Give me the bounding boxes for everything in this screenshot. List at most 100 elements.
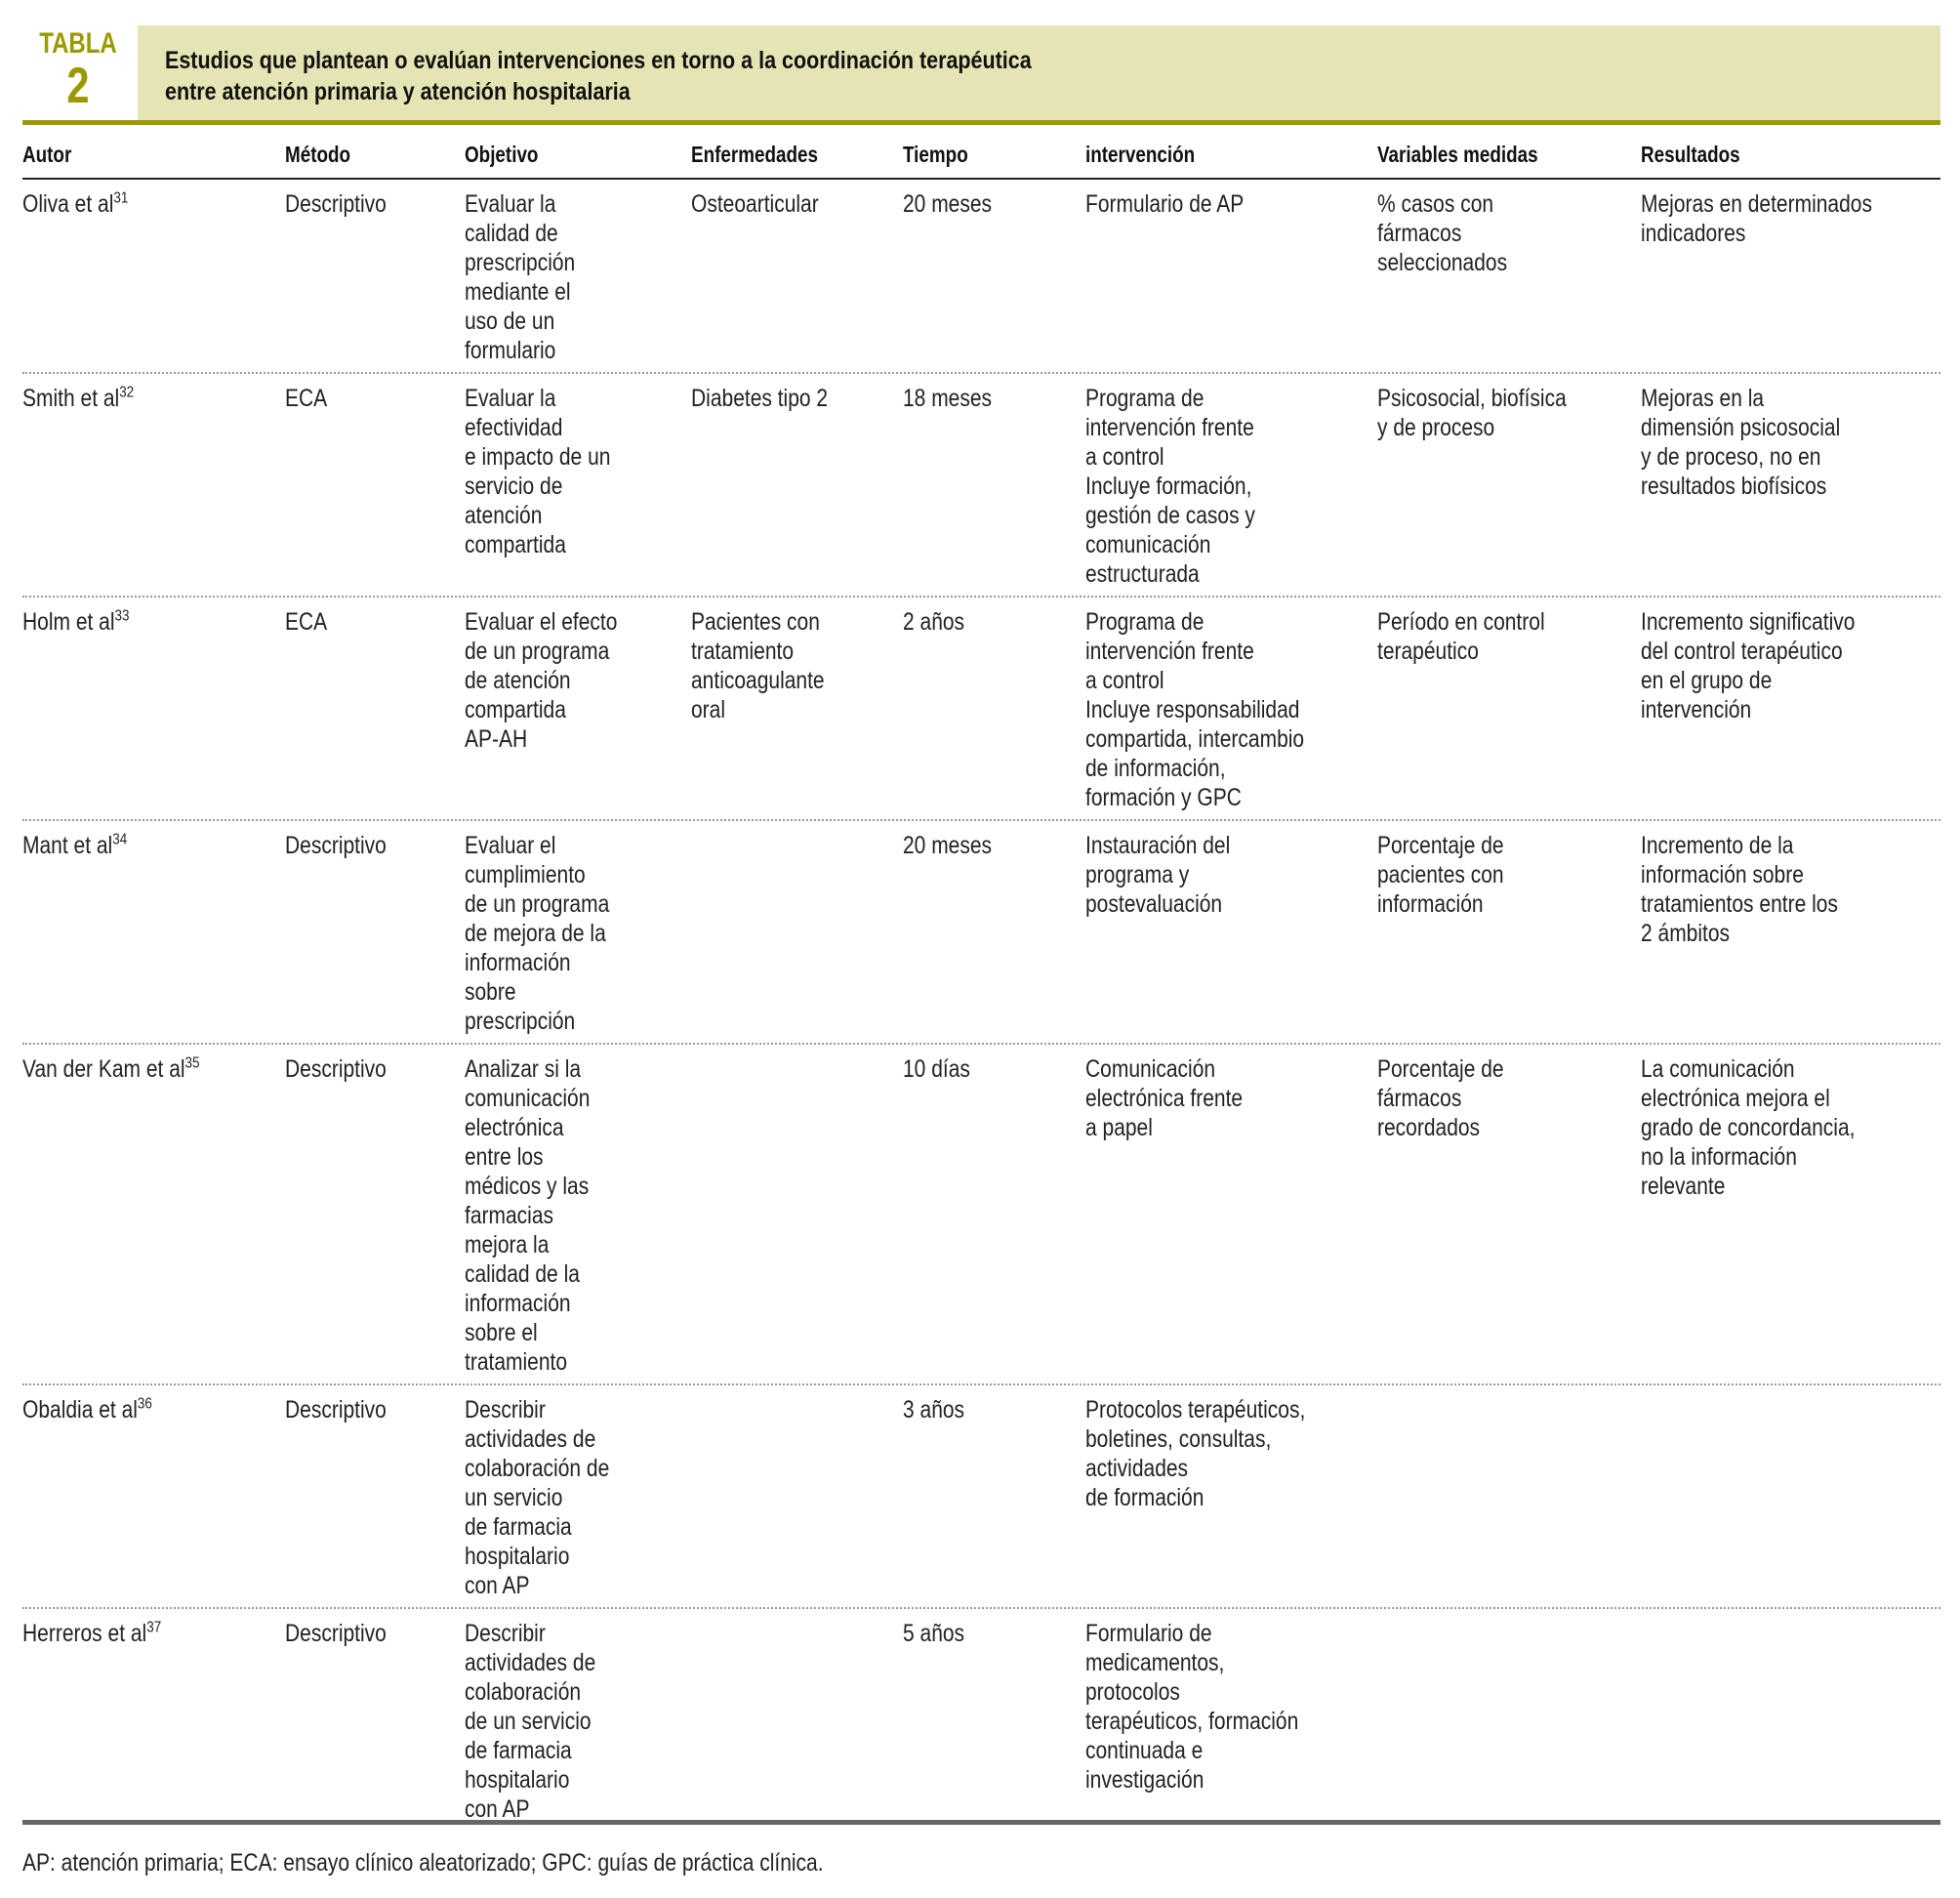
cell-line: Psicosocial, biofísica bbox=[1377, 385, 1567, 412]
cell-line: programa y bbox=[1085, 861, 1190, 888]
cell-line: seleccionados bbox=[1377, 249, 1508, 276]
cell-metodo: ECA bbox=[285, 384, 327, 413]
cell-line: Describir bbox=[465, 1620, 546, 1647]
cell-line: terapéuticos, formación bbox=[1085, 1708, 1299, 1735]
cell-line: Comunicación bbox=[1085, 1055, 1216, 1083]
cell-line: información bbox=[1377, 890, 1484, 918]
cell-line: del control terapéutico bbox=[1641, 638, 1843, 665]
cell-objetivo: Evaluar el cumplimiento de un programa de m… bbox=[465, 831, 609, 1036]
cell-variables: Período en control terapéutico bbox=[1377, 607, 1545, 666]
table-row: Herreros et al37 Descriptivo Describir acti… bbox=[22, 1609, 1940, 1831]
reference-number: 37 bbox=[146, 1619, 162, 1636]
table-label-number: 2 bbox=[66, 58, 90, 114]
cell-line: grado de concordancia, bbox=[1641, 1114, 1856, 1141]
cell-line: 3 años bbox=[903, 1396, 965, 1424]
cell-line: de un programa bbox=[465, 890, 610, 918]
cell-line: oral bbox=[691, 696, 726, 723]
cell-resultados: Incremento de la información sobre tratami… bbox=[1641, 831, 1838, 948]
column-header-tiempo: Tiempo bbox=[903, 142, 968, 167]
cell-line: cumplimiento bbox=[465, 861, 586, 888]
cell-variables: % casos con fármacos seleccionados bbox=[1377, 189, 1507, 277]
cell-line: Incluye responsabilidad bbox=[1085, 696, 1300, 723]
cell-line: calidad de la bbox=[465, 1260, 580, 1288]
cell-line: de un programa bbox=[465, 638, 610, 665]
cell-line: Mejoras en determinados bbox=[1641, 190, 1872, 218]
cell-line: 20 meses bbox=[903, 190, 993, 218]
cell-line: médicos y las bbox=[465, 1173, 590, 1200]
cell-intervencion: Programa de intervención frente a control I… bbox=[1085, 384, 1255, 589]
cell-line: Evaluar la bbox=[465, 385, 556, 412]
cell-line: Mejoras en la bbox=[1641, 385, 1765, 412]
cell-line: Período en control bbox=[1377, 608, 1545, 636]
cell-line: de farmacia bbox=[465, 1513, 572, 1541]
cell-line: Incremento de la bbox=[1641, 832, 1794, 859]
cell-line: en el grupo de bbox=[1641, 667, 1773, 694]
cell-objetivo: Analizar si la comunicación electrónica ent… bbox=[465, 1054, 590, 1377]
cell-line: tratamiento bbox=[465, 1348, 568, 1376]
cell-line: relevante bbox=[1641, 1173, 1726, 1200]
cell-line: de farmacia bbox=[465, 1737, 572, 1764]
cell-line: mediante el bbox=[465, 278, 571, 306]
cell-objetivo: Describir actividades de colaboración de un… bbox=[465, 1619, 595, 1824]
table-title: Estudios que plantean o evalúan interven… bbox=[165, 45, 1032, 107]
cell-line: de formación bbox=[1085, 1484, 1205, 1511]
cell-line: compartida, intercambio bbox=[1085, 725, 1305, 753]
column-header-intervencion: intervención bbox=[1085, 142, 1196, 167]
author-name: Oliva et al bbox=[22, 190, 114, 218]
cell-line: intervención bbox=[1641, 696, 1752, 723]
table-body: Oliva et al31 Descriptivo Evaluar la calida… bbox=[22, 180, 1940, 1831]
cell-objetivo: Evaluar el efecto de un programa de atenci… bbox=[465, 607, 617, 754]
cell-line: electrónica bbox=[465, 1114, 564, 1141]
cell-line: boletines, consultas, bbox=[1085, 1425, 1272, 1453]
cell-line: 20 meses bbox=[903, 832, 993, 859]
cell-metodo: Descriptivo bbox=[285, 189, 387, 219]
author-name: Holm et al bbox=[22, 608, 115, 636]
cell-line: no la información bbox=[1641, 1143, 1797, 1171]
table-title-line: entre atención primaria y atención hospi… bbox=[165, 78, 631, 105]
table-label-word: TABLA bbox=[39, 27, 117, 60]
cell-line: 2 ámbitos bbox=[1641, 920, 1731, 947]
cell-line: resultados biofísicos bbox=[1641, 473, 1827, 500]
cell-line: pacientes con bbox=[1377, 861, 1504, 888]
cell-objetivo: Describir actividades de colaboración de un… bbox=[465, 1395, 609, 1600]
cell-line: efectividad bbox=[465, 414, 563, 441]
cell-line: sobre el bbox=[465, 1319, 538, 1346]
table-label: TABLA 2 bbox=[29, 27, 127, 114]
cell-line: actividades bbox=[1085, 1455, 1189, 1482]
reference-number: 33 bbox=[114, 607, 130, 625]
cell-line: Instauración del bbox=[1085, 832, 1231, 859]
cell-line: tratamiento bbox=[691, 638, 795, 665]
cell-tiempo: 3 años bbox=[903, 1395, 964, 1424]
cell-resultados: Mejoras en determinados indicadores bbox=[1641, 189, 1872, 248]
cell-line: ECA bbox=[285, 608, 328, 636]
author-name: Mant et al bbox=[22, 832, 113, 859]
cell-enfermedades: Osteoarticular bbox=[691, 189, 819, 219]
cell-line: formulario bbox=[465, 337, 556, 364]
header-rule bbox=[22, 178, 1940, 180]
cell-line: con AP bbox=[465, 1572, 530, 1599]
cell-line: información bbox=[465, 949, 571, 976]
cell-tiempo: 18 meses bbox=[903, 384, 992, 413]
cell-metodo: Descriptivo bbox=[285, 1054, 387, 1084]
cell-variables: Psicosocial, biofísica y de proceso bbox=[1377, 384, 1567, 442]
reference-number: 31 bbox=[113, 189, 129, 207]
cell-intervencion: Programa de intervención frente a control I… bbox=[1085, 607, 1304, 812]
cell-line: terapéutico bbox=[1377, 638, 1479, 665]
table-row: Smith et al32 ECA Evaluar la efectividad e i… bbox=[22, 374, 1940, 598]
cell-line: 5 años bbox=[903, 1620, 965, 1647]
cell-tiempo: 5 años bbox=[903, 1619, 964, 1648]
cell-line: ECA bbox=[285, 385, 328, 412]
cell-line: actividades de bbox=[465, 1425, 596, 1453]
column-header-objetivo: Objetivo bbox=[465, 142, 539, 167]
cell-metodo: ECA bbox=[285, 607, 327, 637]
column-header-variables: Variables medidas bbox=[1377, 142, 1538, 167]
cell-line: Descriptivo bbox=[285, 1055, 387, 1083]
cell-autor: Herreros et al37 bbox=[22, 1619, 161, 1648]
cell-line: un servicio bbox=[465, 1484, 563, 1511]
cell-line: Porcentaje de bbox=[1377, 832, 1504, 859]
cell-line: hospitalario bbox=[465, 1766, 570, 1794]
cell-line: información bbox=[465, 1290, 571, 1317]
author-name: Van der Kam et al bbox=[22, 1055, 185, 1083]
cell-line: prescripción bbox=[465, 249, 576, 276]
cell-line: Porcentaje de bbox=[1377, 1055, 1504, 1083]
